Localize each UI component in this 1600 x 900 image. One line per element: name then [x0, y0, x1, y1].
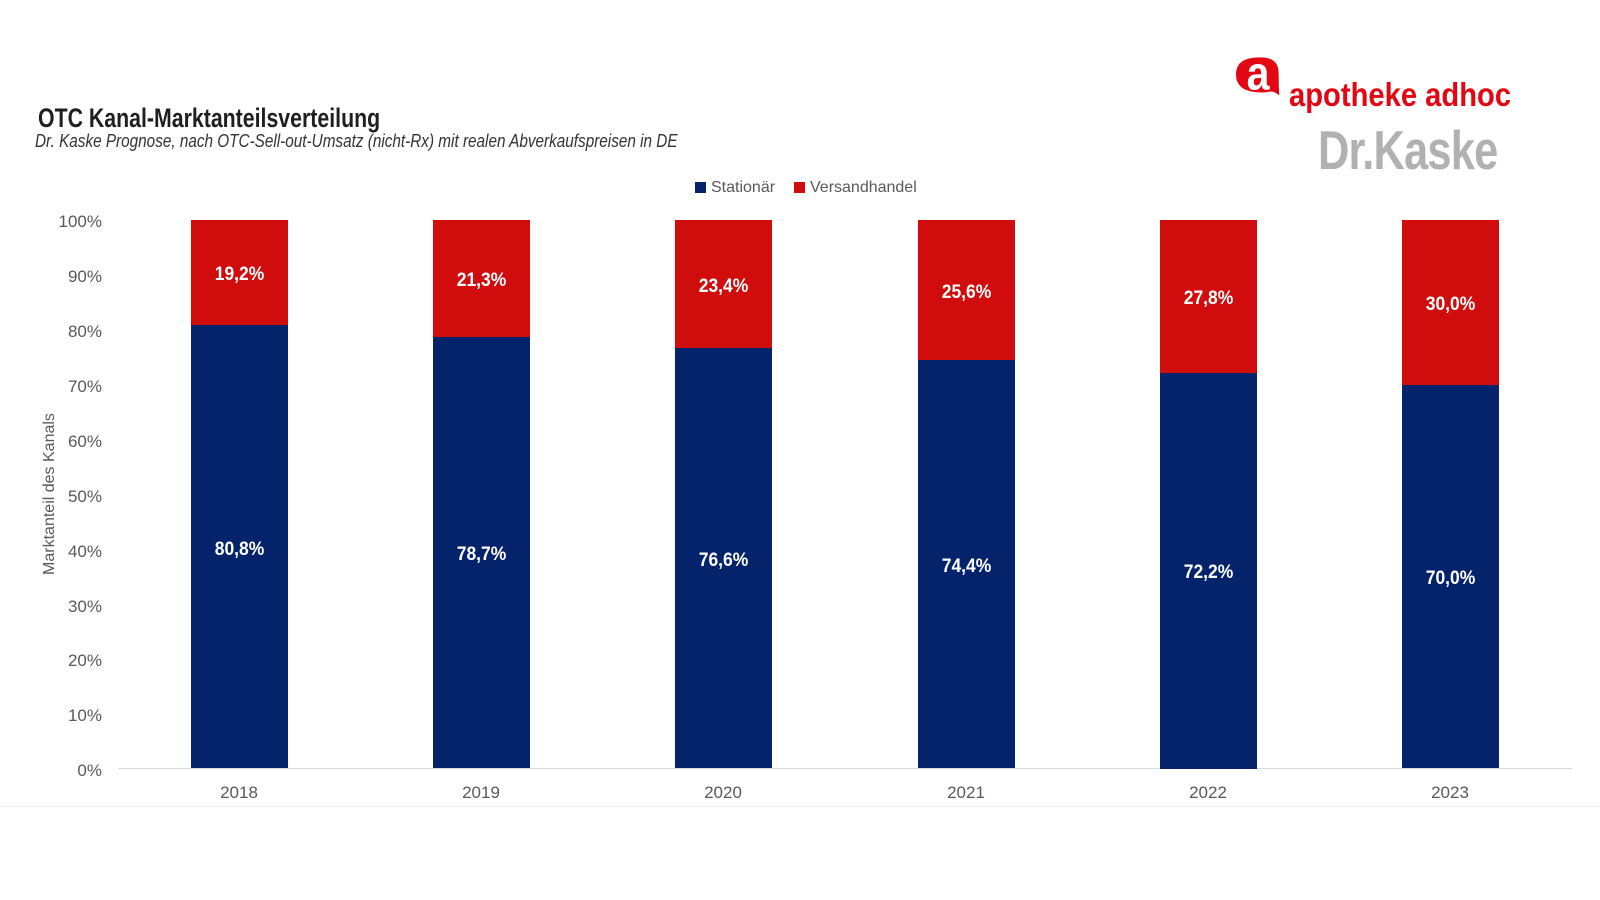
svg-text:a: a	[1247, 55, 1270, 99]
